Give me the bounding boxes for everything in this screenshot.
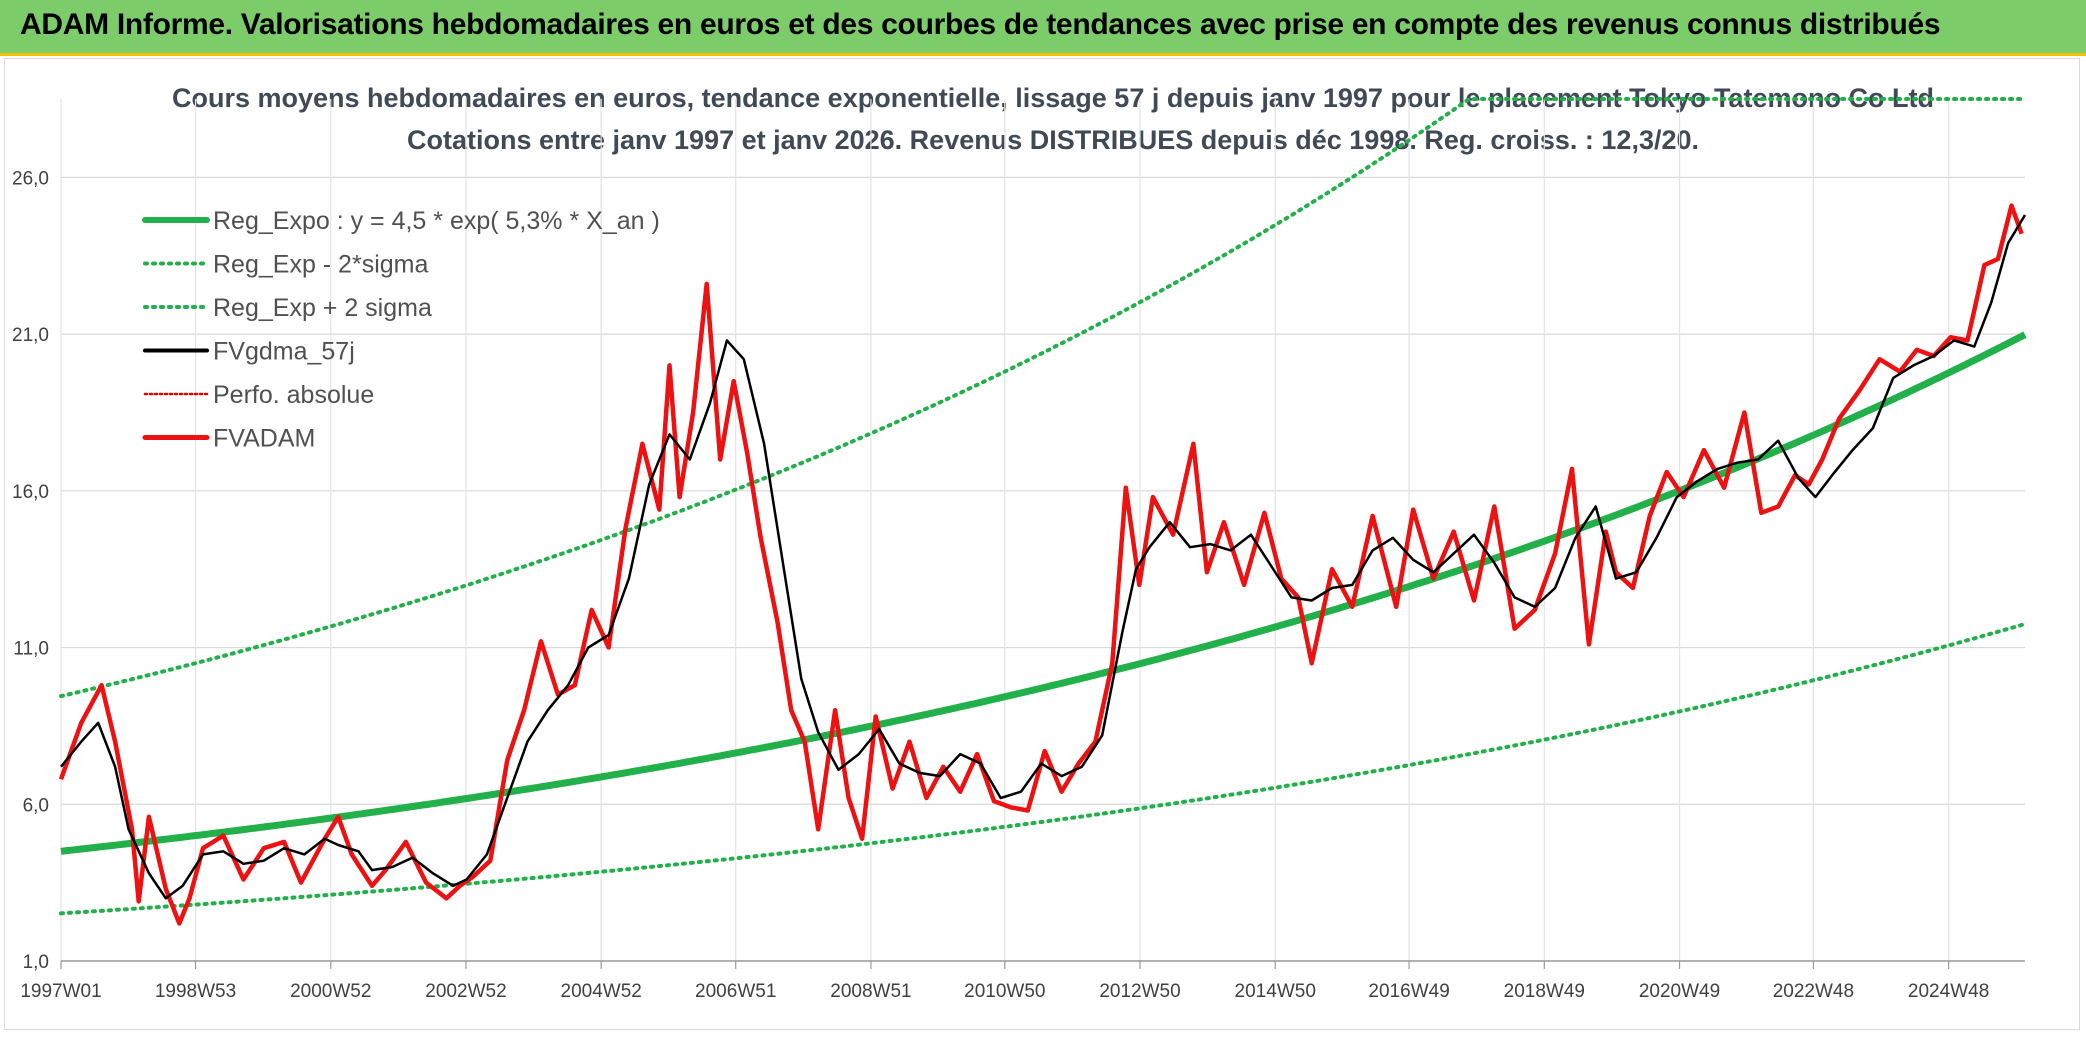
x-tick-label: 2014W50 [1235,981,1316,1002]
series-area [58,97,2027,926]
report-banner: ADAM Informe. Valorisations hebdomadaire… [0,0,2086,56]
reg-expo-line [60,331,2027,855]
legend: Reg_Expo : y = 4,5 * exp( 5,3% * X_an ) R… [142,207,660,453]
fvgdma-57j-line [60,214,2027,900]
x-tick-label: 2024W48 [1908,981,1989,1002]
y-tick-label: 16,0 [12,482,49,503]
x-tick-label: 2008W51 [830,981,911,1002]
x-tick-label: 2012W50 [1099,981,1180,1002]
legend-label: FVADAM [213,425,315,453]
y-tick-label: 11,0 [13,639,49,660]
x-tick-label: 2000W52 [290,981,371,1002]
x-tick-label: 2020W49 [1639,981,1720,1002]
legend-label: Reg_Exp - 2*sigma [213,251,428,279]
axes: 1,0 6,0 11,0 16,0 21,0 26,0 1997W01 1998W53 2000… [12,168,2025,1002]
x-tick-label: 2010W50 [964,981,1045,1002]
legend-label: Perfo. absolue [213,381,374,409]
y-tick-label: 6,0 [23,795,49,816]
x-tick-label: 2004W52 [561,981,642,1002]
chart-canvas: Cours moyens hebdomadaires en euros, ten… [12,83,2027,1002]
legend-label: FVgdma_57j [213,338,355,366]
fvadam-line [58,203,2024,926]
x-tick-label: 2018W49 [1504,981,1585,1002]
legend-label: Reg_Exp + 2 sigma [213,294,432,322]
x-tick-label: 1998W53 [155,981,236,1002]
x-tick-label: 1997W01 [20,981,101,1002]
reg-exp-plus-2sigma-line [59,97,2027,699]
gridlines [60,99,2025,962]
x-tick-label: 2006W51 [695,981,776,1002]
y-tick-label: 26,0 [12,168,49,189]
reg-exp-minus-2sigma-line [59,622,2027,916]
legend-label: Reg_Expo : y = 4,5 * exp( 5,3% * X_an ) [213,207,660,235]
report-title: ADAM Informe. Valorisations hebdomadaire… [20,8,1941,41]
x-tick-label: 2022W48 [1773,981,1854,1002]
x-tick-label: 2002W52 [425,981,506,1002]
x-tick-label: 2016W49 [1368,981,1449,1002]
y-tick-label: 21,0 [12,325,49,346]
chart-frame: Cours moyens hebdomadaires en euros, ten… [4,58,2080,1030]
y-tick-label: 1,0 [23,952,49,973]
chart-title-line2: Cotations entre janv 1997 et janv 2026. … [407,125,1699,155]
